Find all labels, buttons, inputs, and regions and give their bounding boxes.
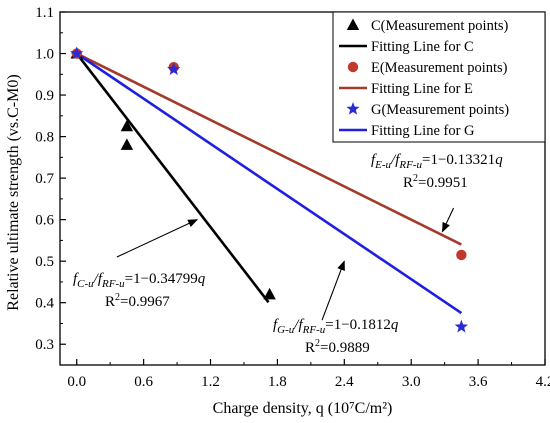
annotation-e-r2: R2=0.9951 [403,173,468,191]
y-tick-label: 0.7 [35,171,54,187]
y-tick-label: 1.1 [35,5,54,21]
data-point [454,319,469,333]
axis-ticks: 0.0 0.6 1.2 1.8 2.4 3.0 3.6 4.2 0.3 0.4 0.5 0.6 0.7 0… [35,5,550,390]
plot-series [70,46,469,333]
annotations: fE-u/fRF-u=1−0.13321q R2=0.9951 fC-u/fRF… [73,152,503,356]
legend-entry-label: C(Measurement points) [371,18,508,34]
y-tick-label: 0.8 [35,130,54,146]
legend-entry-label: E(Measurement points) [371,60,508,76]
data-point [70,46,84,60]
annotation-g-arrow [321,260,345,321]
legend-entry-label: Fitting Line for E [371,81,473,97]
x-tick-label: 1.8 [268,374,287,390]
legend-marker [346,18,360,30]
y-tick-label: 0.3 [35,337,54,353]
fit-line [75,52,463,315]
y-axis-label: Relative ultimate strength (vs.C-M0) [5,74,22,310]
legend-marker [347,61,359,73]
plot-frame [59,11,546,366]
annotation-g-equation: fG-u/fRF-u=1−0.1812q [273,317,399,336]
x-tick-label: 3.6 [469,374,488,390]
x-tick-label: 2.4 [335,374,354,390]
y-tick-label: 1.0 [35,47,54,63]
data-point [263,287,276,300]
annotation-g-r2: R2=0.9889 [305,338,370,356]
fit-line [76,52,462,246]
data-point [167,62,181,75]
legend-marker [346,102,360,115]
data-point [120,138,134,150]
y-tick-label: 0.9 [35,88,54,104]
x-tick-label: 4.2 [536,374,550,390]
x-tick-label: 0.6 [134,374,153,390]
annotation-c-arrow [116,219,199,258]
legend-box [332,11,546,143]
legend-entry-label: Fitting Line for C [371,39,474,55]
y-tick-label: 0.5 [35,254,54,270]
legend: C(Measurement points) Fitting Line for C E… [332,11,546,143]
y-tick-label: 0.6 [35,213,54,229]
legend-entry-label: G(Measurement points) [371,102,509,118]
annotation-e-equation: fE-u/fRF-u=1−0.13321q [371,152,503,171]
x-axis-label: Charge density, q (10⁷C/m²) [213,400,393,417]
x-tick-label: 0.0 [67,374,86,390]
annotation-c-equation: fC-u/fRF-u=1−0.34799q [73,271,206,290]
data-point [456,249,467,261]
y-tick-label: 0.4 [35,296,54,312]
x-tick-label: 1.2 [201,374,220,390]
annotation-c-r2: R2=0.9967 [105,292,170,310]
annotation-e-arrow [441,207,455,233]
legend-entry-label: Fitting Line for G [371,123,475,139]
data-point [120,119,134,132]
x-tick-label: 3.0 [402,374,421,390]
fit-line [75,52,270,304]
